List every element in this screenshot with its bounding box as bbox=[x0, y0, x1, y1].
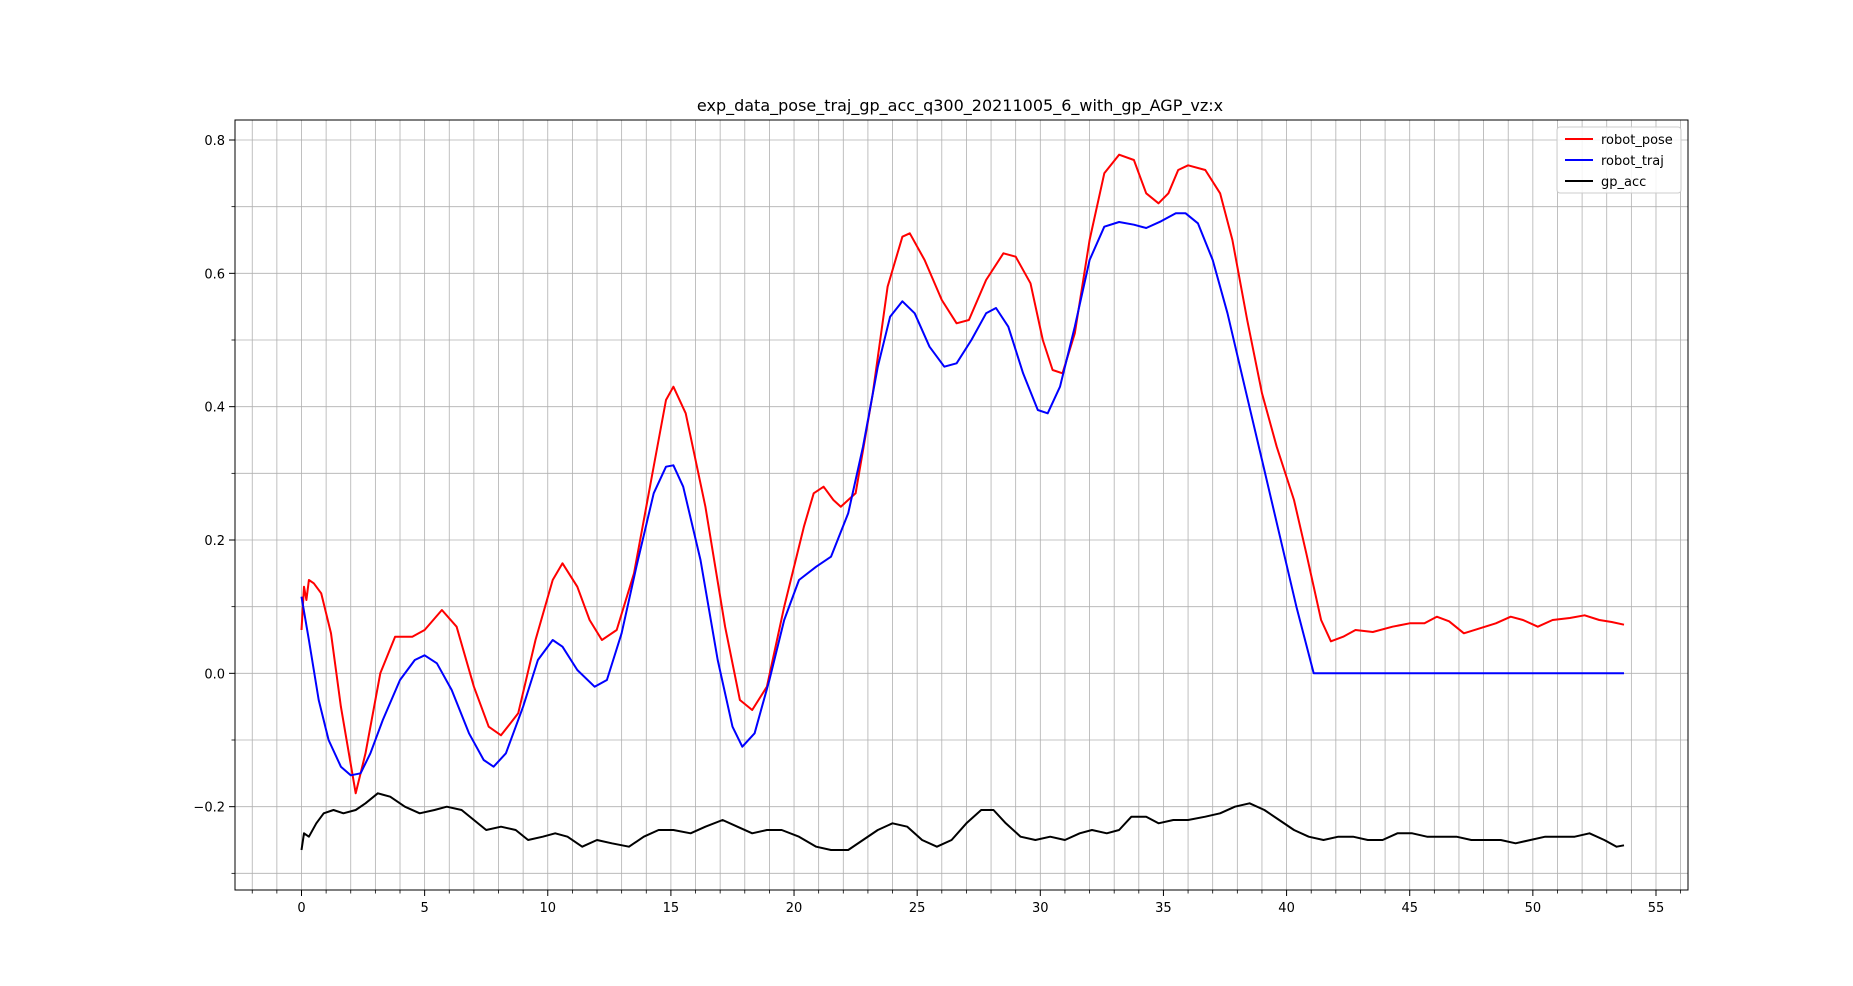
y-tick-label: 0.8 bbox=[204, 134, 225, 149]
series-layer bbox=[300, 153, 1625, 851]
legend-label: robot_traj bbox=[1601, 154, 1664, 169]
legend-label: robot_pose bbox=[1601, 133, 1673, 148]
y-tick-label: 0.4 bbox=[204, 401, 225, 416]
x-tick-label: 0 bbox=[297, 901, 305, 916]
x-tick-label: 40 bbox=[1278, 901, 1295, 916]
x-tick-label: 50 bbox=[1525, 901, 1542, 916]
x-tick-label: 25 bbox=[909, 901, 926, 916]
legend: robot_pose robot_traj gp_acc bbox=[1556, 126, 1682, 194]
x-tick-label: 20 bbox=[786, 901, 803, 916]
series-line-gp-acc bbox=[300, 792, 1625, 851]
legend-label: gp_acc bbox=[1601, 175, 1646, 190]
series-line-robot-traj bbox=[300, 212, 1624, 777]
x-tick-label: 10 bbox=[539, 901, 556, 916]
x-tick-label: 35 bbox=[1155, 901, 1172, 916]
chart-title: exp_data_pose_traj_gp_acc_q300_20211005_… bbox=[697, 96, 1223, 116]
plot-frame bbox=[234, 119, 1689, 891]
x-tick-label: 45 bbox=[1401, 901, 1418, 916]
grid bbox=[235, 120, 1688, 890]
y-tick-label: 0.0 bbox=[204, 667, 225, 682]
y-tick-label: 0.2 bbox=[204, 534, 225, 549]
x-tick-label: 55 bbox=[1648, 901, 1665, 916]
y-tick-label: −0.2 bbox=[193, 801, 225, 816]
x-tick-label: 30 bbox=[1032, 901, 1049, 916]
x-tick-label: 15 bbox=[663, 901, 680, 916]
legend-box bbox=[1556, 126, 1682, 194]
series-line-robot-pose bbox=[300, 153, 1625, 795]
y-tick-label: 0.6 bbox=[204, 267, 225, 282]
ticks: 0 5 10 15 20 25 30 35 40 45 50 55 −0.2 0.0 0.2 0.4 0.6 0.… bbox=[193, 134, 1682, 916]
x-tick-label: 5 bbox=[420, 901, 428, 916]
